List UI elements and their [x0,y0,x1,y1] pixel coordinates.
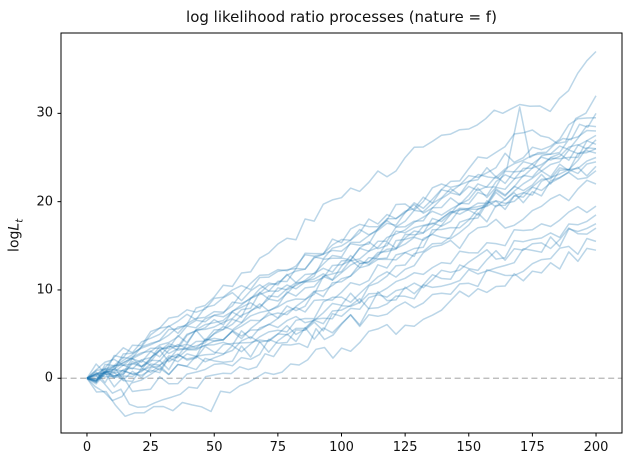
x-tick-label: 50 [205,440,223,455]
y-tick-label: 20 [36,194,53,210]
llr-path-11 [86,146,597,380]
llr-path-22 [86,237,597,384]
llr-path-14 [86,161,597,384]
llr-path-09 [86,140,597,379]
y-tick-label: 30 [36,105,53,121]
llr-path-23 [86,247,597,418]
llr-path-05 [86,124,597,382]
llr-path-04 [86,117,597,379]
llr-path-17 [86,179,597,402]
llr-path-20 [86,223,597,409]
y-tick-label: 0 [44,370,53,386]
llr-path-06 [86,129,597,380]
x-tick-label: 25 [142,440,159,455]
x-tick-label: 150 [456,440,482,455]
llr-path-10 [86,148,597,379]
x-tick-label: 125 [392,440,418,455]
llr-path-02 [86,95,597,383]
llr-path-08 [86,139,597,381]
x-tick-label: 200 [583,440,609,455]
llr-path-15 [86,165,597,379]
llr-path-12 [86,149,597,380]
llr-path-07 [86,134,597,385]
llr-path-16 [86,170,597,379]
llr-path-18 [86,205,597,383]
llr-path-19 [86,214,597,393]
llr-path-21 [86,227,597,382]
llr-path-01 [86,50,597,382]
llr-path-03 [86,106,597,379]
x-tick-label: 100 [329,440,354,455]
x-tick-label: 0 [82,440,92,455]
y-tick-label: 10 [36,282,53,298]
llr-path-13 [86,156,597,382]
x-tick-label: 175 [519,440,545,455]
chart-title: log likelihood ratio processes (nature =… [186,8,497,26]
x-tick-label: 75 [269,440,287,455]
